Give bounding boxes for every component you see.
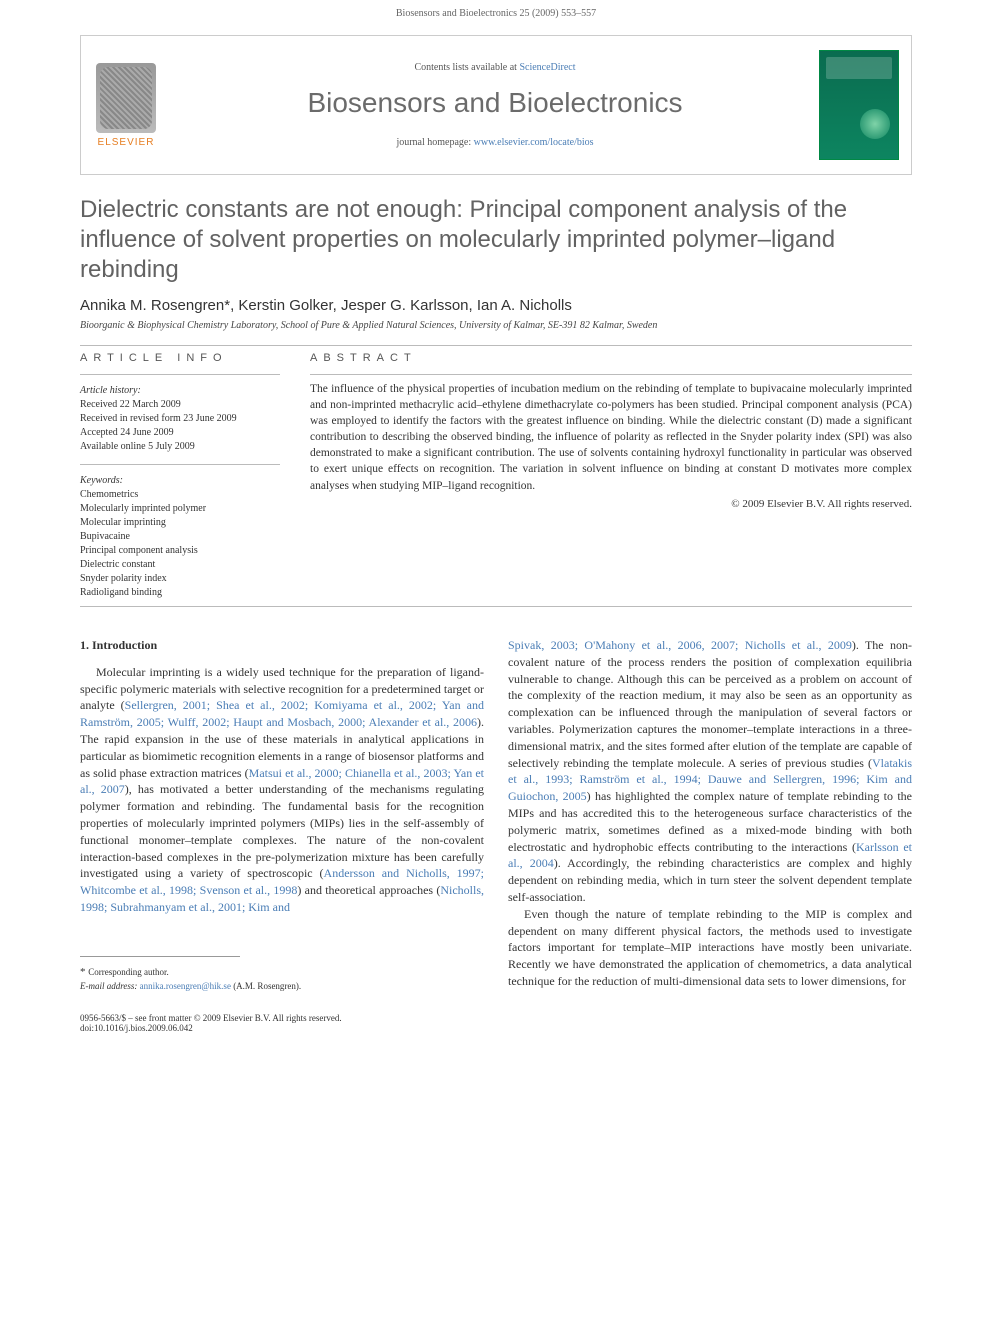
info-abstract-row: article info Article history: Received 2… (80, 352, 912, 600)
body-text: ). Accordingly, the rebinding characteri… (508, 856, 912, 904)
email-suffix: (A.M. Rosengren). (231, 981, 301, 991)
abstract-text: The influence of the physical properties… (310, 381, 912, 494)
journal-center: Contents lists available at ScienceDirec… (171, 54, 819, 156)
body-col-right: Spivak, 2003; O'Mahony et al., 2006, 200… (508, 637, 912, 993)
running-head: Biosensors and Bioelectronics 25 (2009) … (0, 0, 992, 23)
elsevier-tree-icon (96, 63, 156, 133)
keyword: Principal component analysis (80, 544, 280, 558)
body-col-left: 1. Introduction Molecular imprinting is … (80, 637, 484, 993)
citation[interactable]: Sellergren, 2001; Shea et al., 2002; Kom… (80, 698, 484, 729)
article-info-col: article info Article history: Received 2… (80, 352, 280, 600)
journal-homepage: journal homepage: www.elsevier.com/locat… (183, 137, 807, 148)
history-line: Received 22 March 2009 (80, 398, 280, 412)
email-link[interactable]: annika.rosengren@hik.se (140, 981, 231, 991)
keyword: Chemometrics (80, 488, 280, 502)
asterisk-icon: * (80, 966, 88, 978)
section-heading: 1. Introduction (80, 637, 484, 654)
abstract-heading: abstract (310, 352, 912, 364)
journal-masthead: ELSEVIER Contents lists available at Sci… (80, 35, 912, 175)
article-info-heading: article info (80, 352, 280, 364)
contents-prefix: Contents lists available at (414, 62, 519, 73)
sciencedirect-link[interactable]: ScienceDirect (519, 62, 575, 73)
divider (80, 606, 912, 607)
journal-name: Biosensors and Bioelectronics (183, 87, 807, 119)
body-paragraph: Spivak, 2003; O'Mahony et al., 2006, 200… (508, 637, 912, 906)
footnote-divider (80, 956, 240, 957)
history-line: Received in revised form 23 June 2009 (80, 412, 280, 426)
author-list: Annika M. Rosengren*, Kerstin Golker, Je… (80, 297, 912, 314)
keyword: Molecularly imprinted polymer (80, 502, 280, 516)
abstract-divider (310, 374, 912, 375)
keyword: Snyder polarity index (80, 572, 280, 586)
journal-cover-thumb (819, 50, 899, 160)
keyword: Molecular imprinting (80, 516, 280, 530)
email-label: E-mail address: (80, 981, 140, 991)
article-title: Dielectric constants are not enough: Pri… (80, 195, 912, 285)
divider (80, 345, 912, 346)
body-paragraph: Molecular imprinting is a widely used te… (80, 664, 484, 916)
keywords-label: Keywords: (80, 475, 280, 486)
homepage-prefix: journal homepage: (396, 137, 473, 148)
publisher-logo: ELSEVIER (81, 36, 171, 174)
keyword: Dielectric constant (80, 558, 280, 572)
history-line: Available online 5 July 2009 (80, 440, 280, 454)
affiliation: Bioorganic & Biophysical Chemistry Labor… (80, 320, 912, 331)
contents-available: Contents lists available at ScienceDirec… (183, 62, 807, 73)
citation[interactable]: Spivak, 2003; O'Mahony et al., 2006, 200… (508, 638, 852, 652)
keyword: Bupivacaine (80, 530, 280, 544)
abstract-col: abstract The influence of the physical p… (310, 352, 912, 600)
body-text: ). The non-covalent nature of the proces… (508, 638, 912, 770)
corr-author-note: * Corresponding author. (80, 965, 484, 980)
abstract-copyright: © 2009 Elsevier B.V. All rights reserved… (310, 498, 912, 510)
homepage-link[interactable]: www.elsevier.com/locate/bios (474, 137, 594, 148)
body-columns: 1. Introduction Molecular imprinting is … (80, 637, 912, 993)
history-line: Accepted 24 June 2009 (80, 426, 280, 440)
doi-line: doi:10.1016/j.bios.2009.06.042 (80, 1023, 912, 1033)
info-divider (80, 374, 280, 375)
info-divider (80, 464, 280, 465)
publisher-label: ELSEVIER (98, 137, 155, 148)
keyword: Radioligand binding (80, 586, 280, 600)
footnote-text: Corresponding author. (88, 967, 169, 977)
footer-line: 0956-5663/$ – see front matter © 2009 El… (80, 1013, 912, 1023)
body-paragraph: Even though the nature of template rebin… (508, 906, 912, 990)
page-footer: 0956-5663/$ – see front matter © 2009 El… (80, 1013, 912, 1033)
body-text: ) and theoretical approaches ( (297, 883, 440, 897)
email-note: E-mail address: annika.rosengren@hik.se … (80, 980, 484, 993)
footnotes: * Corresponding author. E-mail address: … (80, 965, 484, 993)
history-label: Article history: (80, 385, 280, 396)
